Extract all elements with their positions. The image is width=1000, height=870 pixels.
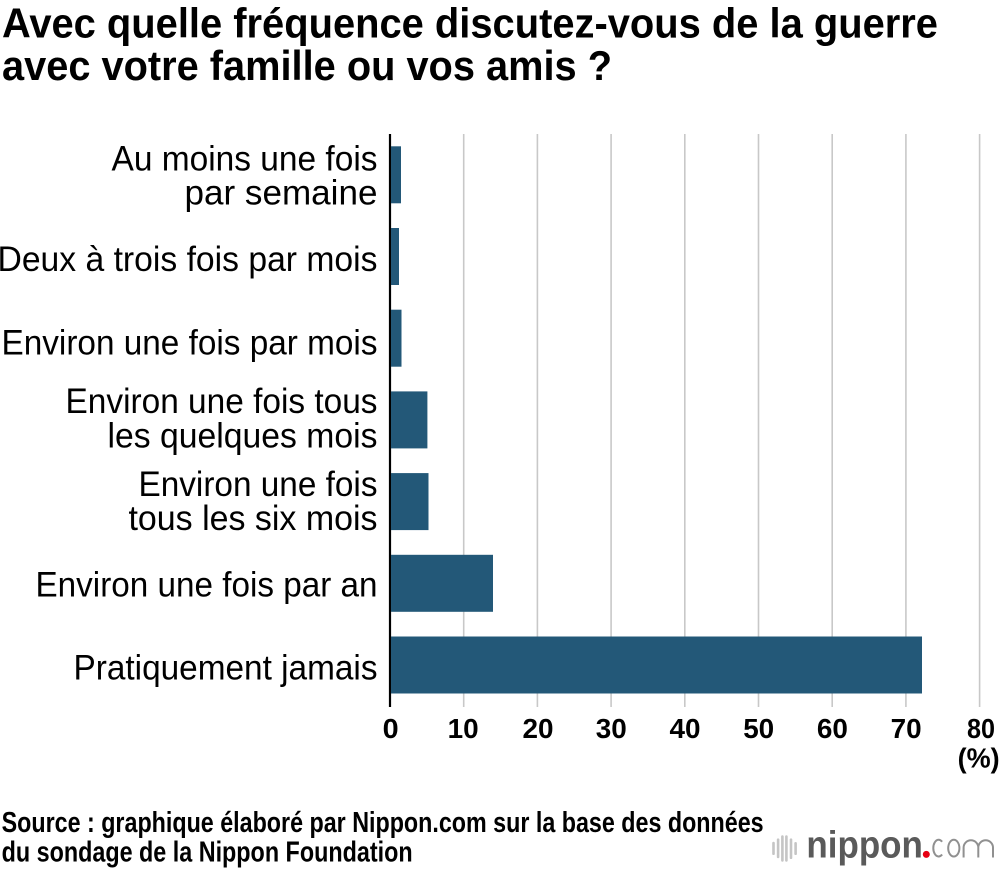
svg-text:Environ une fois par mois: Environ une fois par mois <box>2 323 378 362</box>
svg-text:(%): (%) <box>958 741 1000 773</box>
svg-text:Environ une fois tous: Environ une fois tous <box>66 382 378 421</box>
svg-text:Deux à trois fois par mois: Deux à trois fois par mois <box>0 240 378 279</box>
svg-text:Source : graphique élaboré par: Source : graphique élaboré par Nippon.co… <box>2 807 764 839</box>
svg-text:tous les six mois: tous les six mois <box>129 499 378 538</box>
svg-text:avec votre famille ou vos amis: avec votre famille ou vos amis ? <box>2 43 612 89</box>
svg-text:du sondage de la Nippon Founda: du sondage de la Nippon Foundation <box>2 837 413 869</box>
svg-text:Environ une fois: Environ une fois <box>139 465 378 504</box>
svg-text:60: 60 <box>817 712 848 744</box>
svg-text:les quelques mois: les quelques mois <box>108 416 378 455</box>
svg-text:Pratiquement jamais: Pratiquement jamais <box>74 648 378 687</box>
svg-text:10: 10 <box>448 712 479 744</box>
svg-text:70: 70 <box>891 712 922 744</box>
svg-text:20: 20 <box>523 712 554 744</box>
svg-text:0: 0 <box>383 712 399 744</box>
svg-text:30: 30 <box>596 712 627 744</box>
svg-text:Avec quelle fréquence discutez: Avec quelle fréquence discutez-vous de l… <box>2 1 938 47</box>
svg-text:Au moins une fois: Au moins une fois <box>112 140 378 179</box>
svg-text:nippon: nippon <box>806 825 923 867</box>
svg-text:par semaine: par semaine <box>185 174 378 213</box>
svg-text:Environ une fois par an: Environ une fois par an <box>36 566 378 605</box>
svg-text:80: 80 <box>967 712 995 744</box>
svg-text:40: 40 <box>670 712 701 744</box>
svg-text:50: 50 <box>743 712 774 744</box>
